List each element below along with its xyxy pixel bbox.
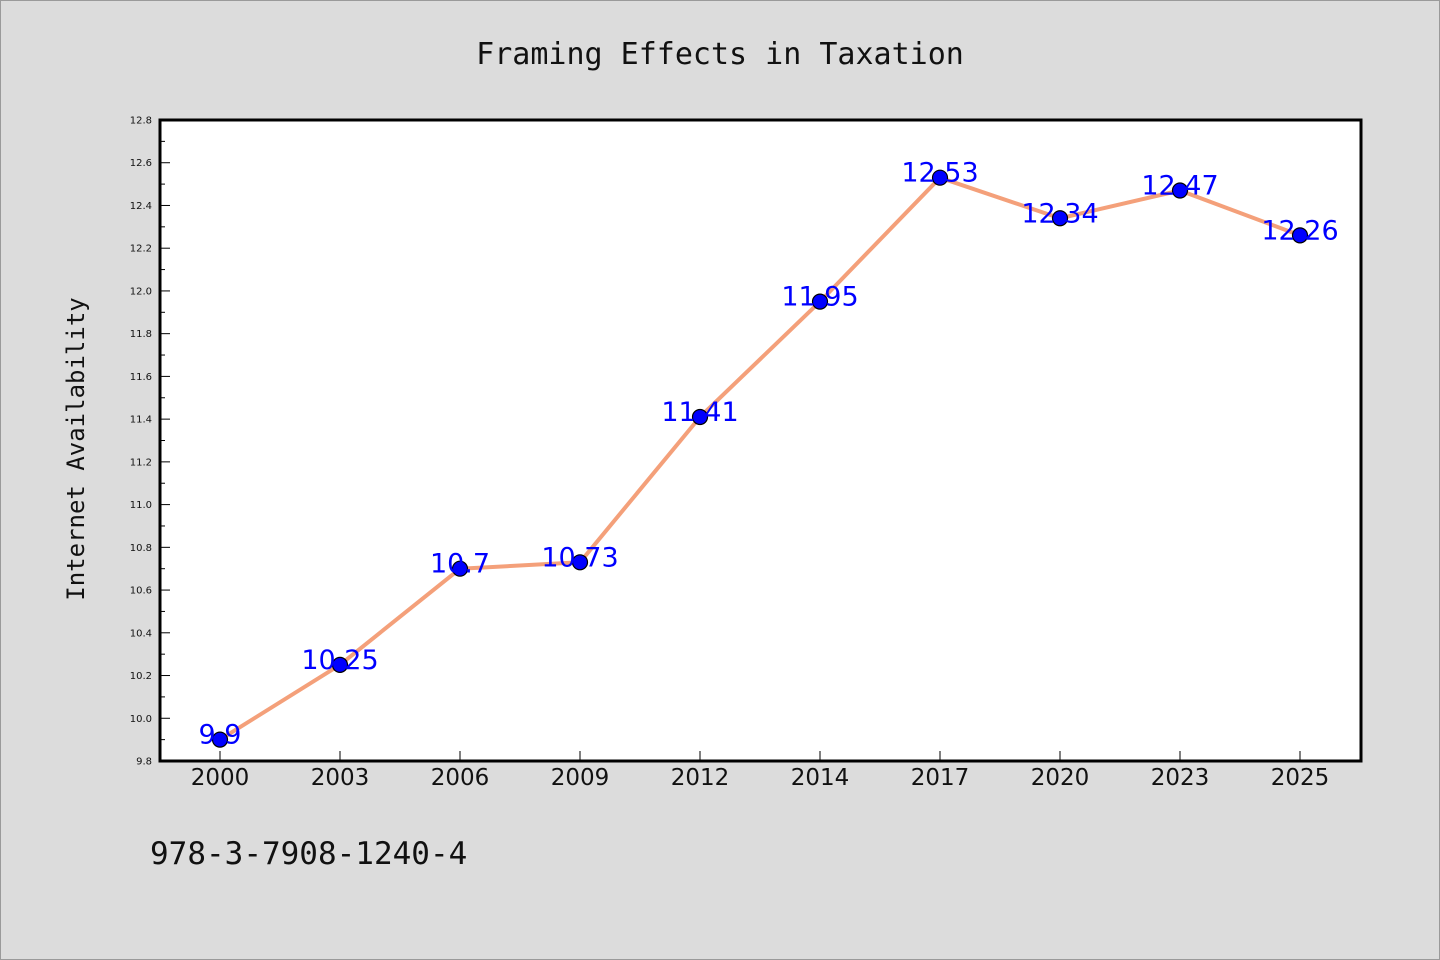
- x-tick-label: 2023: [1151, 765, 1210, 791]
- data-point: [691, 408, 709, 426]
- y-tick-label: 11.4: [130, 415, 152, 426]
- data-point: [1171, 182, 1189, 199]
- axis-ticks: 9.8 10.0 10.2 10.4 10.6 10.8 11.0 11.2 11.4 11.6 1…: [130, 116, 1330, 792]
- data-point: [571, 554, 589, 571]
- data-label: 10.25: [301, 645, 378, 676]
- data-label: 12.34: [1021, 198, 1098, 229]
- x-tick-label: 2012: [671, 765, 730, 791]
- data-label: 12.53: [901, 158, 978, 189]
- y-tick-label: 12.2: [130, 244, 152, 255]
- y-tick-label: 12.6: [130, 158, 152, 169]
- y-tick-label: 11.2: [130, 457, 152, 468]
- x-tick-label: 2006: [431, 765, 490, 791]
- y-tick-label: 10.0: [130, 714, 152, 725]
- data-label: 10.7: [430, 549, 490, 580]
- y-tick-label: 10.6: [130, 586, 152, 597]
- y-tick-label: 12.4: [130, 201, 152, 212]
- data-label: 11.41: [661, 397, 738, 428]
- data-point: [1051, 210, 1069, 227]
- series-line: [218, 175, 1302, 742]
- y-axis-label: Internet Availability: [62, 297, 90, 600]
- data-point: [1291, 227, 1309, 244]
- data-label: 11.95: [781, 282, 858, 313]
- y-tick-label: 10.8: [130, 543, 152, 554]
- data-point: [331, 656, 349, 673]
- y-tick-label: 10.2: [130, 671, 152, 682]
- x-tick-label: 2003: [311, 765, 370, 791]
- y-tick-label: 11.6: [130, 372, 152, 383]
- data-point: [211, 731, 229, 748]
- data-point: [931, 169, 949, 186]
- data-point: [451, 560, 469, 577]
- y-tick-label: 11.8: [130, 329, 152, 340]
- y-tick-label: 9.8: [136, 757, 152, 768]
- x-tick-label: 2014: [791, 765, 850, 791]
- x-tick-label: 2017: [911, 765, 970, 791]
- x-tick-label: 2020: [1031, 765, 1090, 791]
- plot-area: [158, 118, 1363, 763]
- data-point: [811, 293, 829, 310]
- data-labels: 9.9 10.25 10.7 10.73 11.41 11.95 12.53 12.34 12.…: [199, 158, 1339, 751]
- data-label: 12.47: [1141, 171, 1218, 202]
- y-tick-label: 12.8: [130, 116, 152, 127]
- y-tick-label: 10.4: [130, 628, 152, 639]
- series-layer: [211, 169, 1309, 748]
- y-tick-label: 11.0: [130, 500, 152, 511]
- data-label: 10.73: [541, 542, 618, 573]
- y-tick-label: 12.0: [130, 286, 152, 297]
- data-label: 9.9: [199, 720, 242, 751]
- x-tick-label: 2009: [551, 765, 610, 791]
- isbn-footnote: 978-3-7908-1240-4: [150, 836, 467, 872]
- x-tick-label: 2000: [191, 765, 250, 791]
- chart-title: Framing Effects in Taxation: [476, 37, 964, 72]
- x-tick-label: 2025: [1271, 765, 1330, 791]
- data-label: 12.26: [1261, 215, 1338, 246]
